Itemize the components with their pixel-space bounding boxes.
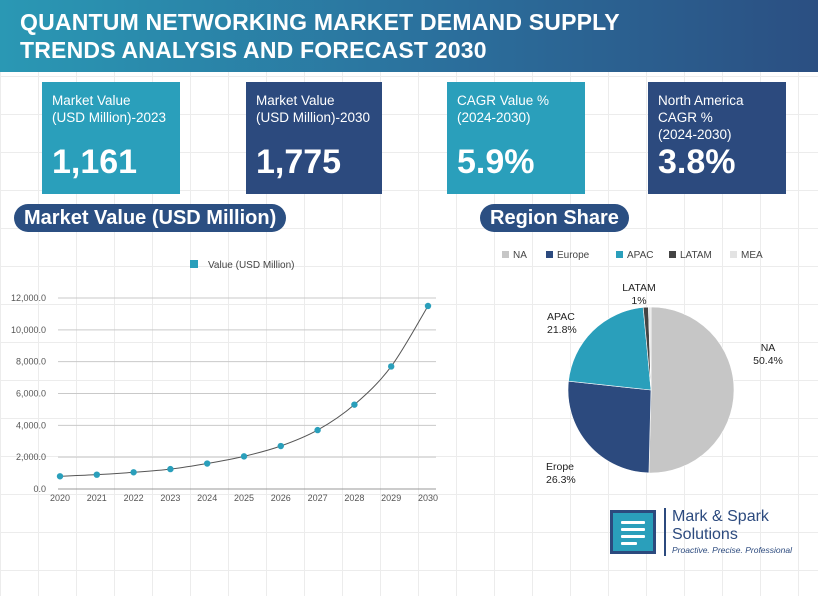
slice-name-label: APAC	[547, 311, 575, 323]
header-banner: QUANTUM NETWORKING MARKET DEMAND SUPPLY …	[0, 0, 818, 72]
pie-slice	[648, 306, 652, 391]
slice-name-label: Erope	[546, 461, 574, 473]
kpi-value: 5.9%	[457, 143, 535, 181]
kpi-cagr-value: CAGR Value % (2024-2030) 5.9%	[447, 82, 585, 194]
data-point	[56, 473, 64, 480]
data-point	[388, 363, 395, 370]
y-tick-label: 10,000.0	[11, 325, 46, 335]
x-tick-label: 2030	[418, 493, 438, 503]
kpi-value: 3.8%	[658, 143, 736, 181]
data-point	[351, 401, 358, 408]
kpi-label: CAGR Value % (2024-2030)	[457, 93, 550, 125]
x-tick-label: 2025	[234, 493, 254, 503]
y-tick-label: 0.0	[33, 484, 46, 494]
legend-label: Europe	[557, 250, 590, 261]
legend-label: NA	[513, 250, 527, 261]
page-title: QUANTUM NETWORKING MARKET DEMAND SUPPLY …	[20, 9, 620, 63]
slice-value-label: 1%	[631, 295, 646, 307]
legend-label: Value (USD Million)	[208, 260, 295, 271]
x-tick-label: 2028	[344, 493, 364, 503]
data-point	[314, 426, 321, 434]
y-tick-label: 8,000.0	[16, 357, 46, 367]
slice-name-label: NA	[761, 342, 776, 354]
pie-slice	[567, 380, 652, 474]
legend-swatch	[546, 251, 553, 258]
x-tick-label: 2023	[160, 493, 180, 503]
series-line	[59, 305, 429, 477]
data-point	[204, 460, 211, 467]
data-point	[240, 453, 248, 460]
kpi-label: Market Value (USD Million)-2030	[256, 93, 371, 125]
document-icon	[610, 510, 656, 554]
line-chart: Value (USD Million) 0.0 2,000.0 4,000.0 6,00…	[11, 260, 438, 503]
slice-value-label: 21.8%	[547, 324, 577, 336]
data-point	[130, 469, 137, 476]
kpi-north-america-cagr: North America CAGR % (2024-2030) 3.8%	[648, 82, 786, 194]
logo-divider	[664, 508, 666, 556]
section-title-region-share: Region Share	[480, 204, 629, 232]
logo-tagline: Proactive. Precise. Professional	[672, 545, 792, 555]
x-tick-label: 2020	[50, 493, 70, 503]
data-point	[277, 442, 284, 450]
kpi-value: 1,775	[256, 143, 342, 181]
legend-swatch	[616, 251, 623, 258]
x-tick-label: 2022	[124, 493, 144, 503]
kpi-value: 1,161	[52, 143, 138, 181]
pie-slice	[568, 307, 652, 391]
legend-swatch	[190, 260, 198, 268]
x-tick-label: 2027	[308, 493, 328, 503]
kpi-label: Market Value (USD Million)-2023	[52, 93, 167, 125]
kpi-market-value-2023: Market Value (USD Million)-2023 1,161	[42, 82, 180, 194]
legend-swatch	[502, 251, 509, 258]
y-tick-label: 12,000.0	[11, 293, 46, 303]
data-point	[93, 471, 101, 478]
legend-label: LATAM	[680, 250, 712, 261]
kpi-label: North America CAGR % (2024-2030)	[658, 93, 744, 142]
section-title-market-value: Market Value (USD Million)	[14, 204, 287, 232]
x-tick-label: 2024	[197, 493, 217, 503]
pie-chart: NA Europe APAC LATAM MEANA50.4%Erope26.3%APA…	[502, 250, 783, 486]
legend-label: MEA	[741, 250, 763, 261]
x-tick-label: 2029	[381, 493, 401, 503]
data-point	[424, 302, 432, 310]
kpi-market-value-2030: Market Value (USD Million)-2030 1,775	[246, 82, 382, 194]
y-tick-label: 2,000.0	[16, 452, 46, 462]
x-tick-label: 2021	[87, 493, 107, 503]
legend-swatch	[730, 251, 737, 258]
slice-value-label: 50.4%	[753, 355, 783, 367]
legend-swatch	[669, 251, 676, 258]
x-tick-label: 2026	[271, 493, 291, 503]
y-tick-label: 4,000.0	[16, 420, 46, 430]
pie-slice	[648, 306, 735, 474]
legend-label: APAC	[627, 250, 654, 261]
y-tick-label: 6,000.0	[16, 389, 46, 399]
logo-name: Mark & Spark Solutions	[672, 508, 769, 543]
slice-value-label: 26.3%	[546, 474, 576, 486]
slice-name-label: LATAM	[622, 282, 655, 294]
data-point	[167, 465, 174, 473]
company-logo: Mark & Spark Solutions Proactive. Precis…	[610, 508, 810, 558]
